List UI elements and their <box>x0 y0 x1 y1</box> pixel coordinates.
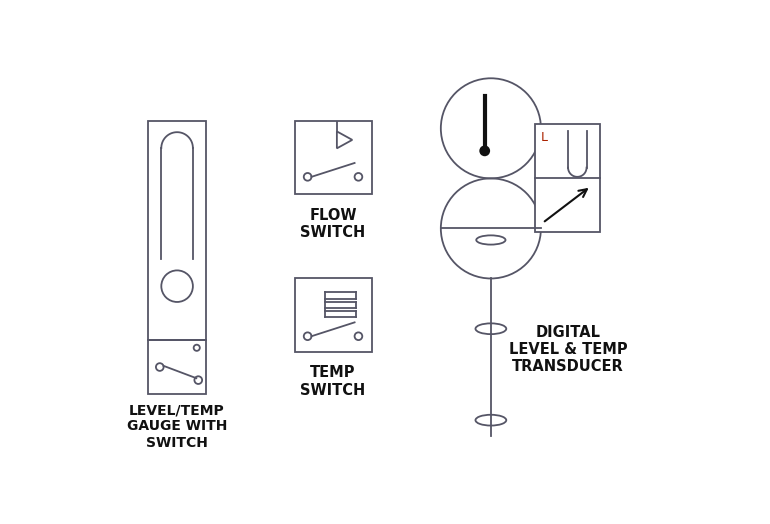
Text: FLOW
SWITCH: FLOW SWITCH <box>300 208 366 240</box>
Bar <box>534 125 601 232</box>
Ellipse shape <box>476 415 507 425</box>
Bar <box>294 121 371 194</box>
Text: L: L <box>541 130 548 144</box>
Bar <box>148 340 206 394</box>
Bar <box>148 121 206 340</box>
Bar <box>294 278 371 352</box>
Text: TEMP
SWITCH: TEMP SWITCH <box>300 366 366 398</box>
Text: LEVEL/TEMP
GAUGE WITH
SWITCH: LEVEL/TEMP GAUGE WITH SWITCH <box>127 403 227 450</box>
Text: DIGITAL
LEVEL & TEMP
TRANSDUCER: DIGITAL LEVEL & TEMP TRANSDUCER <box>508 325 628 375</box>
Ellipse shape <box>476 323 507 334</box>
Circle shape <box>479 146 490 156</box>
